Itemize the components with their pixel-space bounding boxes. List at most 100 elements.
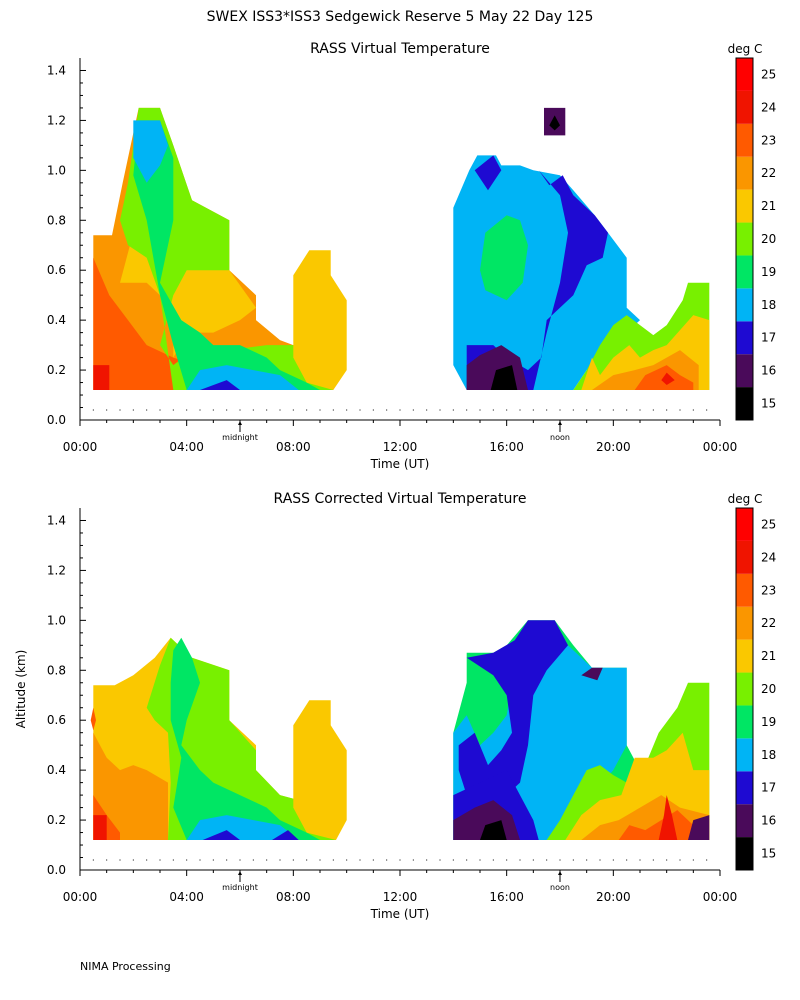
marker-label-noon: noon <box>550 433 570 442</box>
y-tick-label: 1.2 <box>47 563 66 577</box>
baseline-dot <box>706 859 708 861</box>
baseline-dot <box>186 409 188 411</box>
baseline-dot <box>266 859 268 861</box>
marker-arrow <box>558 421 562 425</box>
colorbar-label: 15 <box>761 397 776 411</box>
baseline-dot <box>212 409 214 411</box>
marker-label-noon: noon <box>550 883 570 892</box>
baseline-dot <box>559 859 561 861</box>
y-tick-label: 0.8 <box>47 213 66 227</box>
baseline-dot <box>599 859 601 861</box>
x-tick-label: 20:00 <box>596 440 631 454</box>
colorbar-swatch-16 <box>736 354 753 388</box>
y-tick-label: 0.0 <box>47 413 66 427</box>
temperature-region-16C <box>688 815 710 840</box>
colorbar-label: 23 <box>761 133 776 147</box>
colorbar-label: 17 <box>761 331 776 345</box>
colorbar-swatch-15 <box>736 387 753 420</box>
baseline-dot <box>492 859 494 861</box>
baseline-dot <box>692 409 694 411</box>
baseline-dot <box>706 409 708 411</box>
baseline-dot <box>332 859 334 861</box>
baseline-dot <box>532 409 534 411</box>
colorbar-swatch-15 <box>736 837 753 870</box>
baseline-dot <box>386 409 388 411</box>
baseline-dot <box>692 859 694 861</box>
colorbar-label: 20 <box>761 232 776 246</box>
y-tick-label: 1.4 <box>47 513 66 527</box>
colorbar-swatch-22 <box>736 156 753 190</box>
temperature-region-17C <box>272 830 299 840</box>
baseline-dot <box>279 409 281 411</box>
x-tick-label: 16:00 <box>489 890 524 904</box>
baseline-dot <box>159 409 161 411</box>
panel-title: RASS Corrected Virtual Temperature <box>274 491 527 507</box>
colorbar-swatch-21 <box>736 639 753 673</box>
colorbar-units: deg C <box>728 42 763 56</box>
baseline-dot <box>199 409 201 411</box>
x-tick-label: 04:00 <box>169 440 204 454</box>
baseline-dot <box>146 409 148 411</box>
colorbar-label: 20 <box>761 682 776 696</box>
baseline-dot <box>146 859 148 861</box>
baseline-dot <box>359 409 361 411</box>
colorbar-swatch-23 <box>736 123 753 157</box>
temperature-region-15C <box>490 365 518 390</box>
baseline-dot <box>292 409 294 411</box>
x-tick-label: 00:00 <box>63 440 98 454</box>
baseline-dot <box>172 859 174 861</box>
colorbar-frame <box>735 507 754 871</box>
colorbar-label: 25 <box>761 67 776 81</box>
baseline-dot <box>679 859 681 861</box>
baseline-dot <box>252 859 254 861</box>
baseline-dot <box>412 409 414 411</box>
x-tick-label: 12:00 <box>383 440 418 454</box>
temperature-region-15C <box>549 115 560 131</box>
panel-title: RASS Virtual Temperature <box>310 41 490 57</box>
baseline-dot <box>119 859 121 861</box>
baseline-dot <box>519 409 521 411</box>
y-tick-label: 0.2 <box>47 363 66 377</box>
colorbar-units: deg C <box>728 492 763 506</box>
data-regions <box>93 107 710 391</box>
y-tick-label: 1.0 <box>47 163 66 177</box>
baseline-dot <box>306 859 308 861</box>
temperature-region-19C <box>170 637 320 840</box>
colorbar-label: 21 <box>761 649 776 663</box>
baseline-dot <box>626 409 628 411</box>
colorbar-label: 21 <box>761 199 776 213</box>
temperature-region-19C <box>480 215 528 301</box>
colorbar-swatch-19 <box>736 255 753 289</box>
y-tick-label: 0.6 <box>47 713 66 727</box>
marker-label-midnight: midnight <box>222 433 258 442</box>
temperature-region-22C <box>93 732 168 840</box>
y-tick-label: 0.4 <box>47 763 66 777</box>
marker-label-midnight: midnight <box>222 883 258 892</box>
baseline-dot <box>466 409 468 411</box>
baseline-dot <box>306 409 308 411</box>
baseline-dot <box>226 409 228 411</box>
baseline-dot <box>426 859 428 861</box>
colorbar-label: 25 <box>761 517 776 531</box>
baseline-dot <box>132 859 134 861</box>
temperature-region-23C <box>618 810 704 840</box>
temperature-region-17C <box>458 620 568 821</box>
y-tick-label: 0.2 <box>47 813 66 827</box>
x-tick-label: 16:00 <box>489 440 524 454</box>
baseline-dot <box>439 859 441 861</box>
baseline-dot <box>119 409 121 411</box>
x-tick-label: 04:00 <box>169 890 204 904</box>
colorbar-swatch-25 <box>736 58 753 91</box>
baseline-dot <box>599 409 601 411</box>
baseline-dot <box>519 859 521 861</box>
y-tick-label: 0.0 <box>47 863 66 877</box>
baseline-dot <box>679 409 681 411</box>
colorbar-swatch-20 <box>736 672 753 706</box>
baseline-dot <box>226 859 228 861</box>
colorbar-swatch-24 <box>736 90 753 124</box>
processing-footer: NIMA Processing <box>80 960 171 973</box>
y-tick-label: 1.0 <box>47 613 66 627</box>
baseline-dot <box>332 409 334 411</box>
colorbar-swatch-19 <box>736 705 753 739</box>
